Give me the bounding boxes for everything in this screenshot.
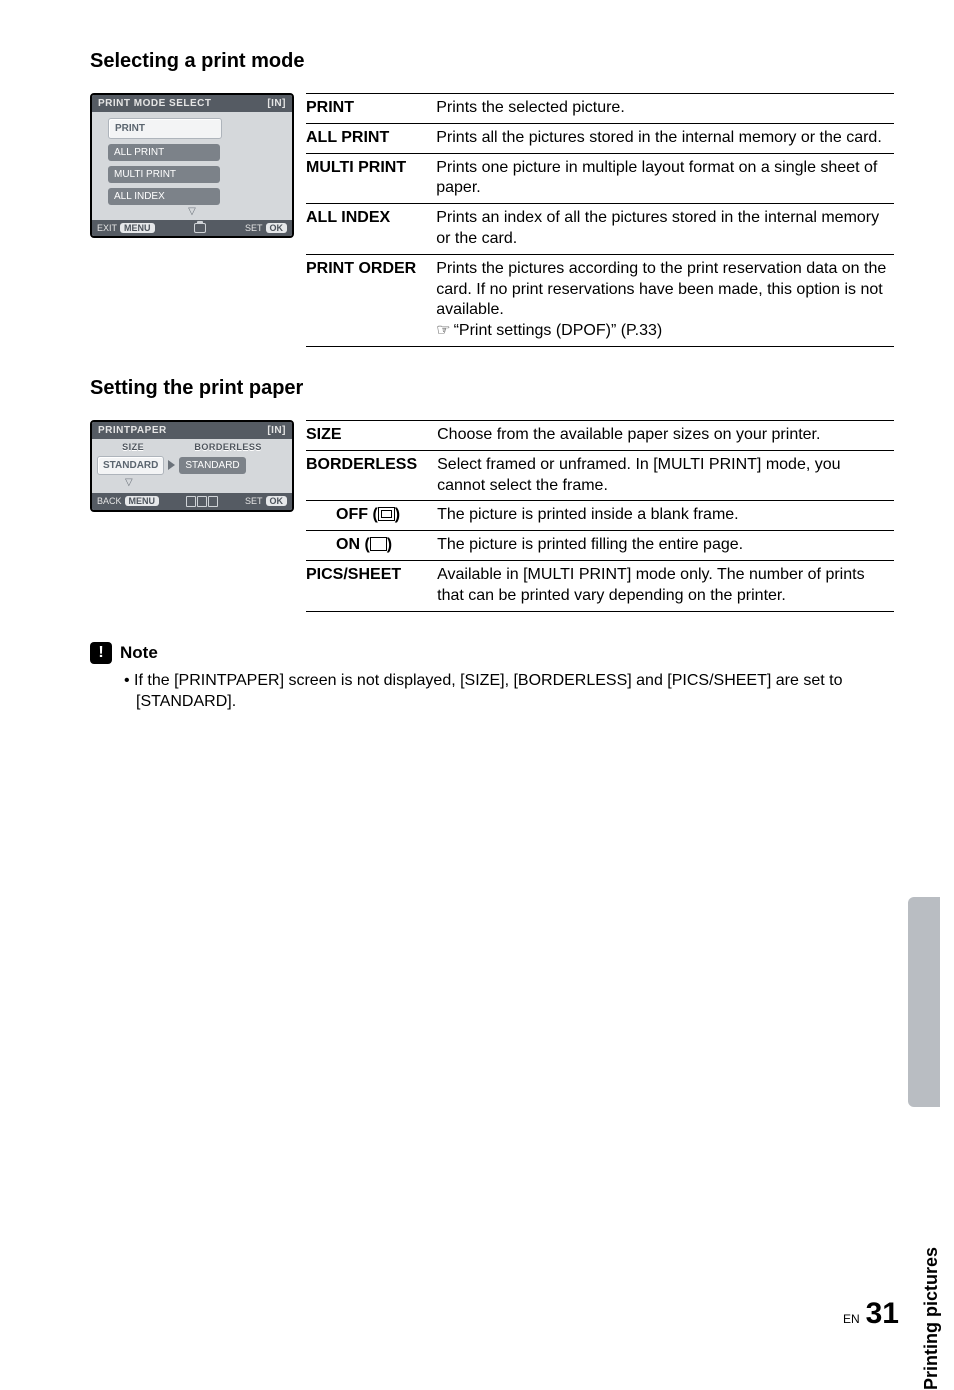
lcd2-back-label: BACK — [97, 496, 122, 506]
lcd1-item-multiprint: MULTI PRINT — [108, 166, 220, 183]
v-borderless: Select framed or unframed. In [MULTI PRI… — [437, 450, 894, 501]
table-print-paper: SIZE Choose from the available paper siz… — [306, 420, 894, 612]
lcd1-exit-label: EXIT — [97, 223, 117, 233]
lcd1-title-left: PRINT MODE SELECT — [98, 98, 212, 109]
lcd1-item-print: PRINT — [108, 118, 222, 139]
lcd-printpaper: PRINTPAPER [IN] SIZE BORDERLESS STANDARD… — [90, 420, 294, 512]
v-off: The picture is printed inside a blank fr… — [437, 501, 894, 531]
lcd2-label-borderless: BORDERLESS — [194, 442, 262, 452]
lcd2-label-size: SIZE — [122, 442, 144, 452]
triangle-right-icon — [168, 460, 175, 470]
page-num: 31 — [866, 1297, 899, 1331]
hand-icon: ☞ — [436, 322, 450, 339]
v-printorder-text: Prints the pictures according to the pri… — [436, 260, 886, 319]
k-print: PRINT — [306, 94, 436, 124]
k-multiprint: MULTI PRINT — [306, 153, 436, 204]
lcd2-value: STANDARD — [179, 457, 245, 474]
lcd2-set-label: SET — [245, 496, 263, 506]
v-multiprint: Prints one picture in multiple layout fo… — [436, 153, 894, 204]
note-icon: ! — [90, 642, 112, 664]
k-borderless: BORDERLESS — [306, 450, 437, 501]
lcd1-title-right: [IN] — [267, 98, 286, 109]
k-printorder: PRINT ORDER — [306, 254, 436, 346]
page-number: EN 31 — [843, 1297, 899, 1331]
table-print-modes: PRINT Prints the selected picture. ALL P… — [306, 93, 894, 347]
side-label: Printing pictures — [921, 1247, 942, 1390]
frame-inner-icon — [378, 507, 395, 521]
k-size: SIZE — [306, 420, 437, 450]
v-printorder-ref: “Print settings (DPOF)” (P.33) — [454, 322, 663, 339]
v-allindex: Prints an index of all the pictures stor… — [436, 204, 894, 255]
k-on: ON () — [306, 531, 437, 561]
lcd1-ok-pill: OK — [266, 223, 288, 233]
section2-heading: Setting the print paper — [90, 377, 894, 400]
v-on: The picture is printed filling the entir… — [437, 531, 894, 561]
print-icon — [194, 223, 206, 233]
lcd-print-mode: PRINT MODE SELECT [IN] PRINT ALL PRINT M… — [90, 93, 294, 238]
lcd2-select: STANDARD — [97, 456, 164, 475]
v-size: Choose from the available paper sizes on… — [437, 420, 894, 450]
pages-icon — [186, 496, 218, 507]
k-off-text: OFF — [336, 506, 368, 523]
lcd1-item-allindex: ALL INDEX — [108, 188, 220, 205]
k-on-text: ON — [336, 536, 360, 553]
k-allprint: ALL PRINT — [306, 123, 436, 153]
v-print: Prints the selected picture. — [436, 94, 894, 124]
lcd2-title-right: [IN] — [267, 425, 286, 436]
section1-heading: Selecting a print mode — [90, 50, 894, 73]
note-label: Note — [120, 643, 158, 663]
k-picssheet: PICS/SHEET — [306, 560, 437, 611]
lcd2-arrow-down: ▽ — [125, 479, 287, 487]
v-printorder: Prints the pictures according to the pri… — [436, 254, 894, 346]
lcd2-menu-pill: MENU — [125, 496, 160, 506]
lcd2-title-left: PRINTPAPER — [98, 425, 167, 436]
k-off: OFF () — [306, 501, 437, 531]
lcd1-set-label: SET — [245, 223, 263, 233]
side-tab — [908, 897, 940, 1107]
lcd1-item-allprint: ALL PRINT — [108, 144, 220, 161]
lcd1-arrow-down: ▽ — [98, 208, 286, 216]
v-picssheet: Available in [MULTI PRINT] mode only. Th… — [437, 560, 894, 611]
page-en: EN — [843, 1312, 860, 1326]
lcd2-ok-pill: OK — [266, 496, 288, 506]
note-text: If the [PRINTPAPER] screen is not displa… — [124, 670, 894, 713]
v-allprint: Prints all the pictures stored in the in… — [436, 123, 894, 153]
lcd1-menu-pill: MENU — [120, 223, 155, 233]
k-allindex: ALL INDEX — [306, 204, 436, 255]
frame-outer-icon — [370, 537, 387, 551]
